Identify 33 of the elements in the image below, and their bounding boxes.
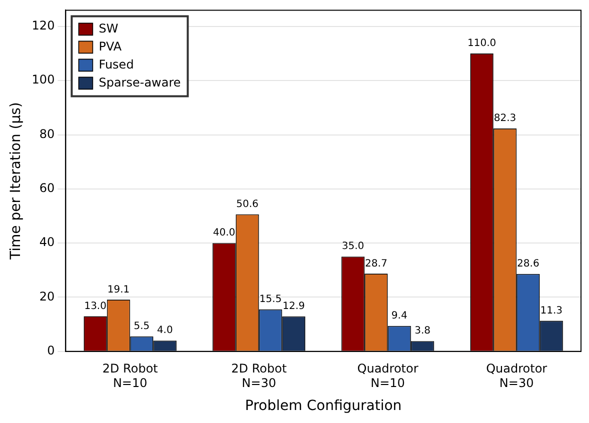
legend-label: PVA xyxy=(98,39,122,54)
y-tick-label: 100 xyxy=(32,72,55,87)
y-tick-label: 20 xyxy=(39,289,55,304)
data-label: 4.0 xyxy=(156,325,173,336)
x-axis-title: Problem Configuration xyxy=(245,398,402,414)
legend-label: SW xyxy=(98,21,118,36)
x-tick-label: Quadrotor N=30 xyxy=(486,362,548,390)
data-label: 35.0 xyxy=(342,241,364,252)
data-label: 110.0 xyxy=(467,38,496,50)
data-label: 3.8 xyxy=(414,326,430,337)
y-tick-label: 60 xyxy=(39,181,55,196)
legend-label: Fused xyxy=(98,57,134,72)
data-label: 28.7 xyxy=(365,258,388,270)
y-axis-title: Time per Iteration (μs) xyxy=(8,102,24,260)
data-label: 15.5 xyxy=(259,294,282,306)
legend-label: Sparse-aware xyxy=(98,75,181,90)
data-label: 82.3 xyxy=(494,113,516,124)
y-tick-label: 0 xyxy=(47,344,55,358)
data-label: 9.4 xyxy=(391,310,408,322)
y-tick-label: 40 xyxy=(39,235,55,250)
data-label: 13.0 xyxy=(84,300,106,312)
data-label: 11.3 xyxy=(540,305,563,316)
data-label: 40.0 xyxy=(213,228,236,239)
x-tick-label: Quadrotor N=10 xyxy=(357,362,418,390)
data-label: 28.6 xyxy=(517,258,540,270)
x-tick-label: 2D Robot N=30 xyxy=(231,362,287,390)
y-tick-label: 80 xyxy=(39,126,55,141)
y-tick-label: 120 xyxy=(32,18,55,33)
data-label: 12.9 xyxy=(282,301,305,312)
data-label: 19.1 xyxy=(107,284,130,296)
data-label: 5.5 xyxy=(134,321,150,332)
x-tick-label: 2D Robot N=10 xyxy=(102,362,158,390)
data-label: 50.6 xyxy=(236,198,258,210)
